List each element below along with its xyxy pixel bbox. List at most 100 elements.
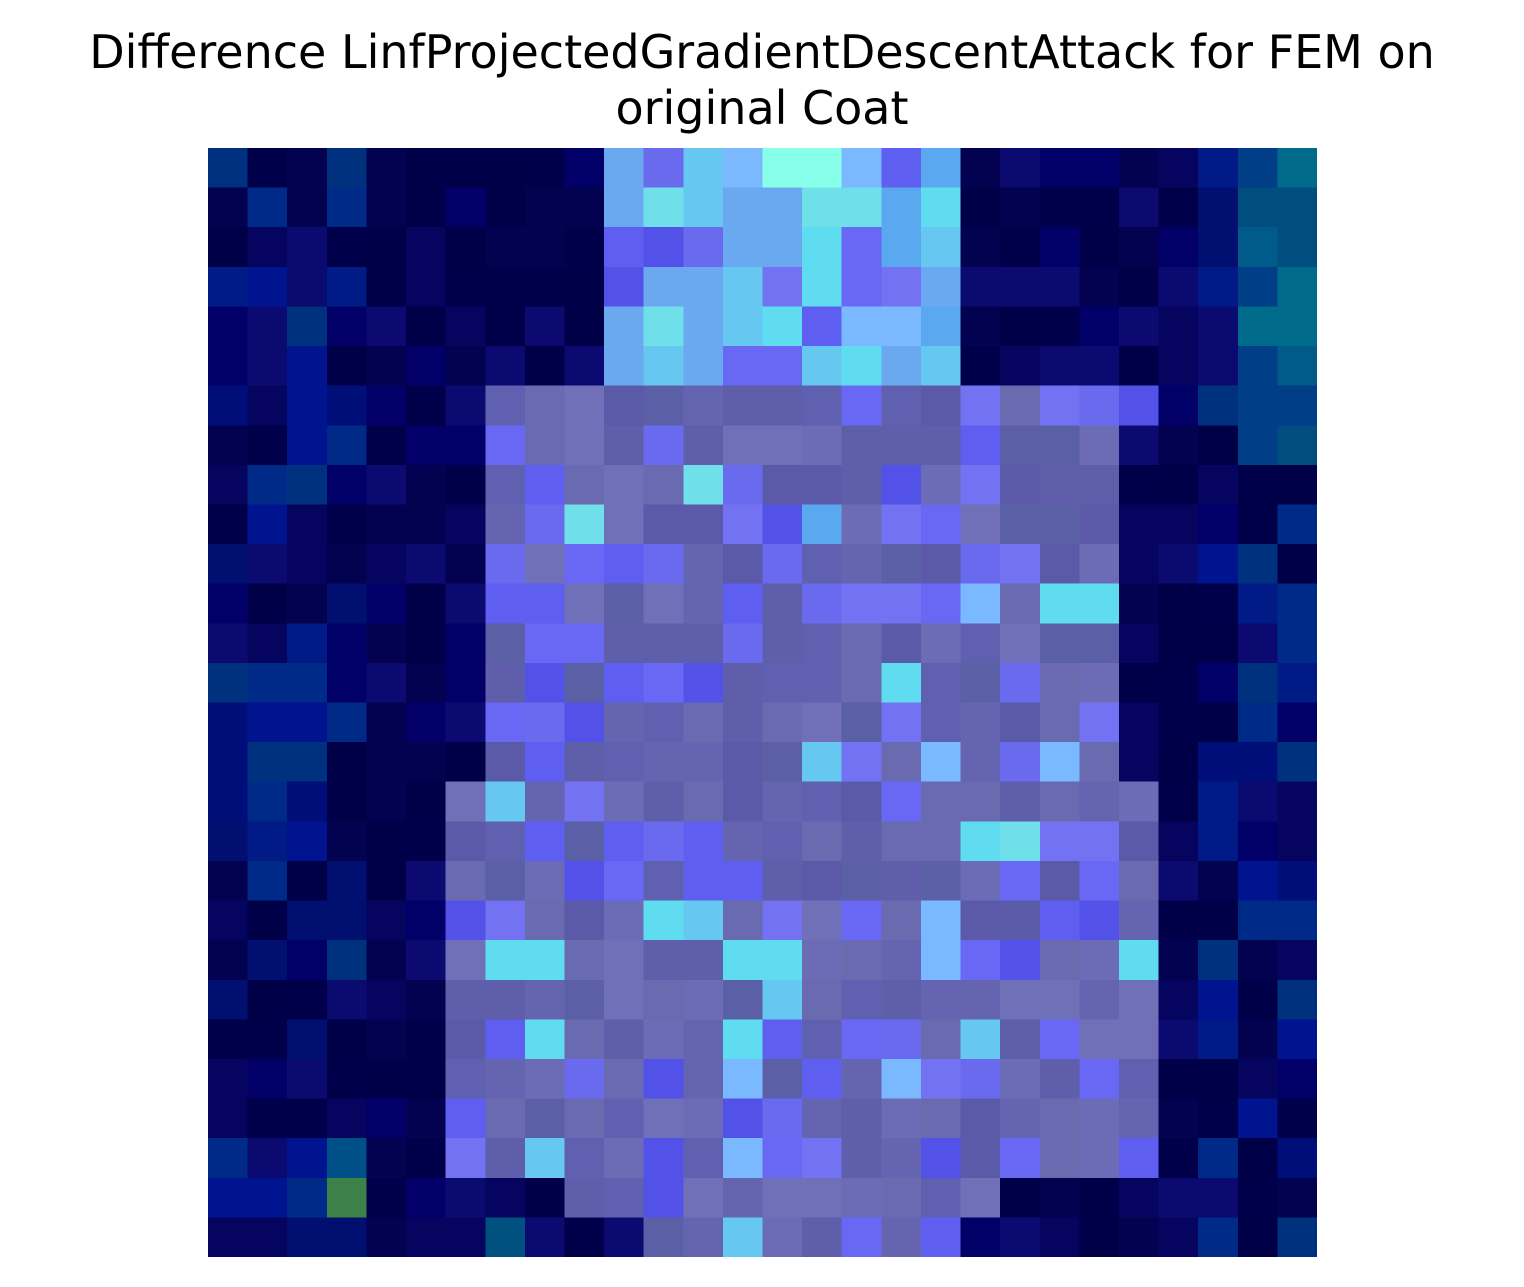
- heatmap-cell: [1118, 821, 1159, 861]
- heatmap-cell: [1039, 1058, 1080, 1099]
- heatmap-cell: [445, 306, 486, 347]
- heatmap-cell: [1277, 1217, 1317, 1257]
- heatmap-cell: [445, 781, 486, 822]
- heatmap-cell: [683, 1098, 723, 1139]
- heatmap-cell: [1158, 979, 1199, 1020]
- heatmap-cell: [287, 662, 327, 703]
- heatmap-cell: [802, 623, 842, 663]
- heatmap-cell: [762, 583, 803, 624]
- heatmap-cell: [604, 504, 644, 545]
- heatmap-cell: [762, 227, 803, 267]
- heatmap-cell: [1158, 1098, 1199, 1139]
- heatmap-cell: [643, 940, 684, 980]
- heatmap-cell: [604, 148, 644, 188]
- heatmap-cell: [762, 623, 803, 663]
- heatmap-cell: [564, 346, 605, 386]
- heatmap-cell: [524, 425, 565, 465]
- heatmap-cell: [1198, 464, 1238, 505]
- heatmap-cell: [524, 583, 565, 624]
- heatmap-cell: [208, 504, 248, 545]
- heatmap-cell: [802, 1177, 842, 1218]
- heatmap-cell: [564, 187, 605, 228]
- heatmap-cell: [1158, 425, 1199, 465]
- heatmap-cell: [287, 1138, 327, 1178]
- heatmap-cell: [524, 187, 565, 228]
- heatmap-cell: [1277, 187, 1317, 228]
- heatmap-cell: [1198, 1177, 1238, 1218]
- heatmap-cell: [1118, 781, 1159, 822]
- heatmap-cell: [406, 583, 446, 624]
- heatmap-cell: [1079, 1019, 1119, 1059]
- heatmap-cell: [524, 821, 565, 861]
- heatmap-cell: [1000, 1217, 1040, 1257]
- heatmap-cell: [287, 346, 327, 386]
- heatmap-cell: [1000, 900, 1040, 941]
- heatmap-cell: [841, 306, 882, 347]
- heatmap-cell: [524, 662, 565, 703]
- heatmap-cell: [406, 821, 446, 861]
- heatmap-cell: [722, 1177, 763, 1218]
- heatmap-cell: [762, 385, 803, 426]
- heatmap-cell: [287, 623, 327, 663]
- heatmap-cell: [762, 544, 803, 584]
- heatmap-cell: [960, 1138, 1001, 1178]
- heatmap-cell: [287, 425, 327, 465]
- heatmap-cell: [247, 821, 288, 861]
- heatmap-cell: [960, 504, 1001, 545]
- heatmap-cell: [722, 544, 763, 584]
- heatmap-cell: [1237, 425, 1278, 465]
- heatmap-cell: [920, 544, 961, 584]
- heatmap-cell: [445, 544, 486, 584]
- heatmap-cell: [524, 940, 565, 980]
- heatmap-cell: [881, 425, 921, 465]
- heatmap-cell: [287, 464, 327, 505]
- heatmap-cell: [1079, 1138, 1119, 1178]
- heatmap-cell: [683, 1217, 723, 1257]
- heatmap-cell: [1198, 662, 1238, 703]
- heatmap-cell: [1277, 979, 1317, 1020]
- heatmap-cell: [247, 702, 288, 743]
- heatmap-cell: [1118, 504, 1159, 545]
- heatmap-cell: [722, 979, 763, 1020]
- heatmap-cell: [564, 385, 605, 426]
- heatmap-cell: [1118, 662, 1159, 703]
- heatmap-cell: [287, 1058, 327, 1099]
- heatmap-cell: [604, 1138, 644, 1178]
- heatmap-cell: [802, 1019, 842, 1059]
- heatmap-cell: [604, 979, 644, 1020]
- heatmap-cell: [1000, 979, 1040, 1020]
- heatmap-cell: [1198, 544, 1238, 584]
- heatmap-cell: [683, 583, 723, 624]
- heatmap-cell: [1000, 187, 1040, 228]
- heatmap-cell: [683, 702, 723, 743]
- heatmap-cell: [326, 187, 367, 228]
- heatmap-cell: [1198, 583, 1238, 624]
- heatmap-cell: [1039, 425, 1080, 465]
- heatmap-cell: [1277, 148, 1317, 188]
- heatmap-cell: [841, 544, 882, 584]
- heatmap-cell: [1039, 940, 1080, 980]
- heatmap-cell: [1079, 187, 1119, 228]
- heatmap-cell: [1158, 900, 1199, 941]
- heatmap-cell: [208, 1138, 248, 1178]
- heatmap-cell: [326, 702, 367, 743]
- heatmap-cell: [287, 940, 327, 980]
- heatmap-cell: [643, 781, 684, 822]
- heatmap-cell: [762, 266, 803, 307]
- heatmap-cell: [208, 1177, 248, 1218]
- heatmap-cell: [287, 781, 327, 822]
- heatmap-cell: [564, 742, 605, 782]
- heatmap-cell: [1158, 266, 1199, 307]
- heatmap-cell: [247, 1138, 288, 1178]
- heatmap-cell: [366, 266, 407, 307]
- heatmap-cell: [287, 266, 327, 307]
- heatmap-cell: [247, 1098, 288, 1139]
- heatmap-cell: [841, 1138, 882, 1178]
- heatmap-cell: [1237, 504, 1278, 545]
- heatmap-cell: [841, 860, 882, 901]
- heatmap-cell: [762, 504, 803, 545]
- heatmap-cell: [802, 1098, 842, 1139]
- heatmap-cell: [564, 266, 605, 307]
- heatmap-cell: [722, 346, 763, 386]
- heatmap-cell: [1118, 1098, 1159, 1139]
